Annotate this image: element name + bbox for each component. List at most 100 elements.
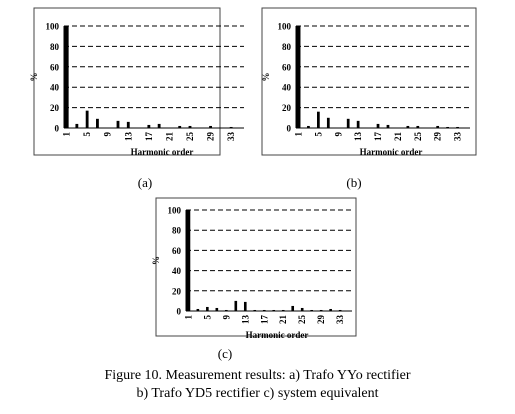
harmonic-bar	[300, 307, 304, 311]
harmonic-bar	[196, 308, 200, 311]
panel-label-a: (a)	[137, 175, 153, 190]
y-tick-label: 60	[50, 62, 60, 72]
chart-b-svg: 0 20 40 60 80 100 1 5 9 13 17 21 25 29 33 Harmonic orde…	[261, 7, 477, 157]
x-tick-label: 29	[206, 132, 216, 142]
harmonic-bar	[225, 309, 228, 311]
harmonic-bar	[310, 309, 313, 311]
chart-panel-b: 0 20 40 60 80 100 1 5 9 13 17 21 25 29 33 Harmonic orde…	[257, 0, 515, 200]
harmonic-bar	[209, 125, 212, 128]
harmonic-bar	[64, 26, 69, 128]
chart-panel-c: 0 20 40 60 80 100 1 5 9 13 17 21 25 29 33 Harmonic orde…	[130, 193, 390, 365]
y-tick-label: 80	[50, 42, 60, 52]
x-tick-label: 29	[433, 132, 443, 142]
y-tick-label: 0	[55, 124, 60, 134]
x-tick-label: 5	[82, 132, 92, 137]
x-tick-label: 13	[123, 132, 133, 142]
x-axis-label: Harmonic order	[246, 330, 309, 340]
x-tick-label: 17	[144, 132, 154, 142]
harmonic-bar	[147, 124, 151, 128]
harmonic-bar	[356, 120, 360, 128]
y-axis-label: %	[151, 256, 161, 265]
y-tick-label: 60	[282, 62, 292, 72]
harmonic-bar	[85, 110, 89, 128]
harmonic-bar	[253, 309, 257, 311]
x-tick-label: 1	[293, 132, 303, 137]
y-tick-label: 40	[50, 83, 60, 93]
y-tick-label: 100	[278, 22, 292, 32]
y-tick-label: 40	[172, 266, 182, 276]
harmonic-bar	[215, 307, 219, 311]
x-tick-label: 9	[333, 132, 343, 137]
x-tick-label: 1	[183, 315, 193, 320]
x-tick-label: 33	[453, 132, 463, 142]
y-tick-label: 60	[172, 246, 182, 256]
harmonic-bar	[326, 117, 330, 128]
harmonic-bar	[281, 309, 285, 311]
harmonic-bar	[126, 121, 130, 128]
x-tick-label: 21	[393, 132, 403, 142]
harmonic-bar	[456, 126, 459, 128]
x-tick-label: 5	[313, 132, 323, 137]
harmonic-bar	[291, 305, 295, 311]
x-tick-label: 9	[103, 132, 113, 137]
harmonic-bar	[319, 309, 323, 311]
x-tick-label: 17	[259, 315, 269, 325]
x-tick-label: 25	[297, 315, 307, 325]
x-tick-label: 25	[413, 132, 423, 142]
panel-label-c: (c)	[217, 346, 233, 361]
chart-panel-a: 0 20 40 60 80 100 1 5 9 13 17 21 25 29 33 Harmonic orde…	[0, 0, 257, 200]
y-tick-label: 40	[282, 83, 292, 93]
panel-label-b: (b)	[346, 175, 362, 190]
harmonic-bar	[188, 125, 192, 128]
harmonic-bar	[178, 125, 182, 128]
y-tick-label: 20	[172, 286, 182, 296]
x-tick-label: 29	[316, 315, 326, 325]
x-tick-label: 21	[278, 315, 288, 325]
x-tick-label: 33	[226, 132, 236, 142]
harmonic-bar	[234, 300, 238, 311]
harmonic-bar	[416, 125, 420, 128]
harmonic-bar	[346, 118, 350, 128]
y-tick-label: 20	[282, 103, 292, 113]
x-tick-label: 17	[373, 132, 383, 142]
x-tick-label: 1	[62, 132, 72, 137]
x-tick-label: 21	[164, 132, 174, 142]
harmonic-bar	[272, 309, 276, 311]
harmonic-bar	[436, 125, 440, 128]
y-tick-label: 0	[287, 124, 292, 134]
harmonic-bar	[186, 210, 191, 311]
harmonic-bar	[96, 118, 99, 128]
harmonic-bar	[446, 126, 449, 128]
y-tick-label: 0	[177, 307, 182, 317]
harmonic-bar	[262, 309, 266, 311]
chart-c-svg: 0 20 40 60 80 100 1 5 9 13 17 21 25 29 33 Harmonic orde…	[151, 197, 357, 340]
harmonic-bar	[386, 124, 390, 128]
x-axis-label: Harmonic order	[360, 147, 423, 157]
x-tick-label: 9	[221, 315, 231, 320]
y-tick-label: 80	[282, 42, 292, 52]
y-axis-label: %	[261, 73, 271, 82]
x-axis-label: Harmonic order	[131, 147, 194, 157]
x-tick-label: 5	[202, 315, 212, 320]
figure-caption-line-2: b) Trafo YD5 rectifier c) system equival…	[136, 386, 379, 401]
x-tick-label: 33	[335, 315, 345, 325]
harmonic-bar	[157, 123, 161, 128]
harmonic-bar	[229, 126, 233, 128]
harmonic-bar	[243, 301, 247, 311]
y-tick-label: 20	[50, 103, 60, 113]
y-axis-label: %	[29, 73, 39, 82]
harmonic-bar	[376, 123, 380, 128]
harmonic-bar	[317, 111, 320, 128]
x-tick-label: 13	[353, 132, 363, 142]
harmonic-bar	[75, 123, 79, 128]
chart-a-svg: 0 20 40 60 80 100 1 5 9 13 17 21 25 29 33 Harmonic orde…	[29, 7, 244, 157]
harmonic-bar	[338, 309, 342, 311]
harmonic-bar	[329, 308, 332, 311]
harmonic-bar	[116, 120, 120, 128]
harmonic-bar	[296, 26, 301, 128]
y-tick-label: 100	[46, 22, 60, 32]
x-tick-label: 25	[185, 132, 195, 142]
x-tick-label: 13	[240, 315, 250, 325]
y-tick-label: 100	[168, 206, 182, 216]
harmonic-bar	[406, 125, 410, 128]
